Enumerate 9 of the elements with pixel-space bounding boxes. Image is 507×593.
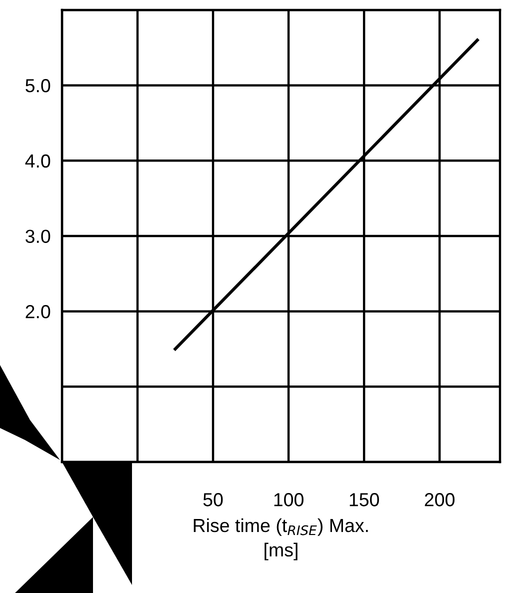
y-tick-label: 2.0 bbox=[26, 305, 50, 318]
y-tick-label: 5.0 bbox=[26, 79, 50, 92]
x-tick-label: 50 bbox=[203, 493, 223, 506]
x-axis-title: Rise time (t$_{RISE}$) Max. [ms] bbox=[194, 518, 368, 560]
x-tick-label: 150 bbox=[350, 493, 379, 506]
x-tick-label: 200 bbox=[424, 493, 454, 506]
y-tick-label: 3.0 bbox=[26, 230, 50, 243]
x-tick-label: 100 bbox=[274, 493, 304, 506]
y-tick-label: 4.0 bbox=[25, 154, 50, 168]
